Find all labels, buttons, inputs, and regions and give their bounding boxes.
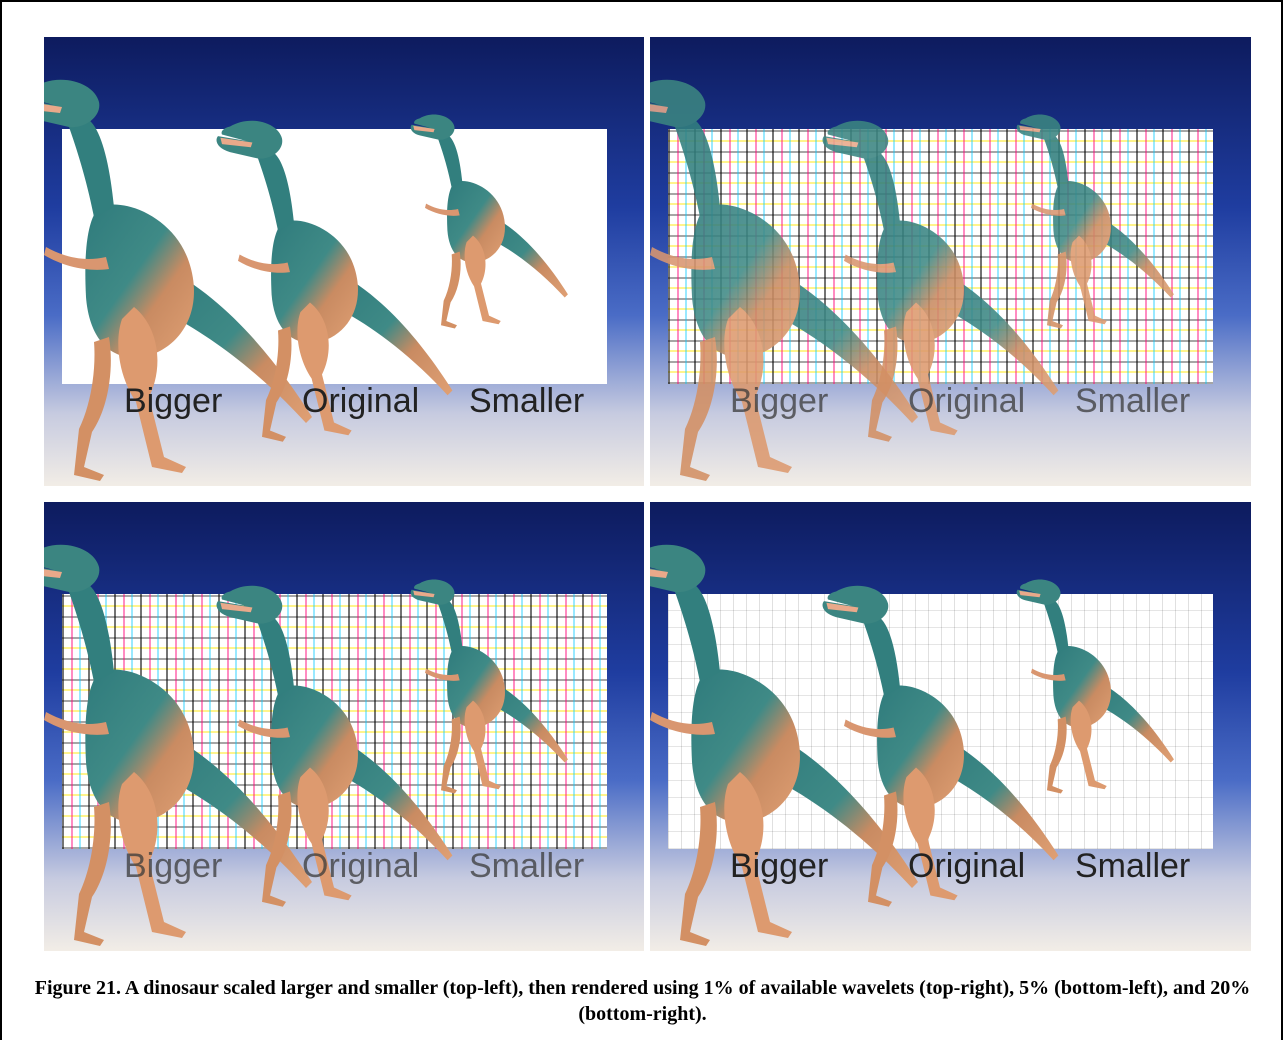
dinosaur-smaller [409,567,569,797]
panel-top-left: Bigger Original Smaller [44,37,644,486]
label-original: Original [302,847,420,885]
label-bigger: Bigger [124,847,223,885]
label-bigger: Bigger [124,382,223,420]
label-original: Original [908,382,1026,420]
figure-caption: Figure 21. A dinosaur scaled larger and … [34,977,1251,1025]
label-smaller: Smaller [469,382,585,420]
dinosaur-smaller [1015,567,1175,797]
label-original: Original [302,382,420,420]
label-smaller: Smaller [469,847,585,885]
panel-bottom-left: Bigger Original Smaller [44,502,644,951]
dinosaur-smaller [409,102,569,332]
label-bigger: Bigger [730,382,829,420]
label-smaller: Smaller [1075,382,1191,420]
label-original: Original [908,847,1026,885]
panel-bottom-right: Bigger Original Smaller [650,502,1251,951]
label-smaller: Smaller [1075,847,1191,885]
dinosaur-smaller [1015,102,1175,332]
panel-top-right: Bigger Original Smaller [650,37,1251,486]
label-bigger: Bigger [730,847,829,885]
